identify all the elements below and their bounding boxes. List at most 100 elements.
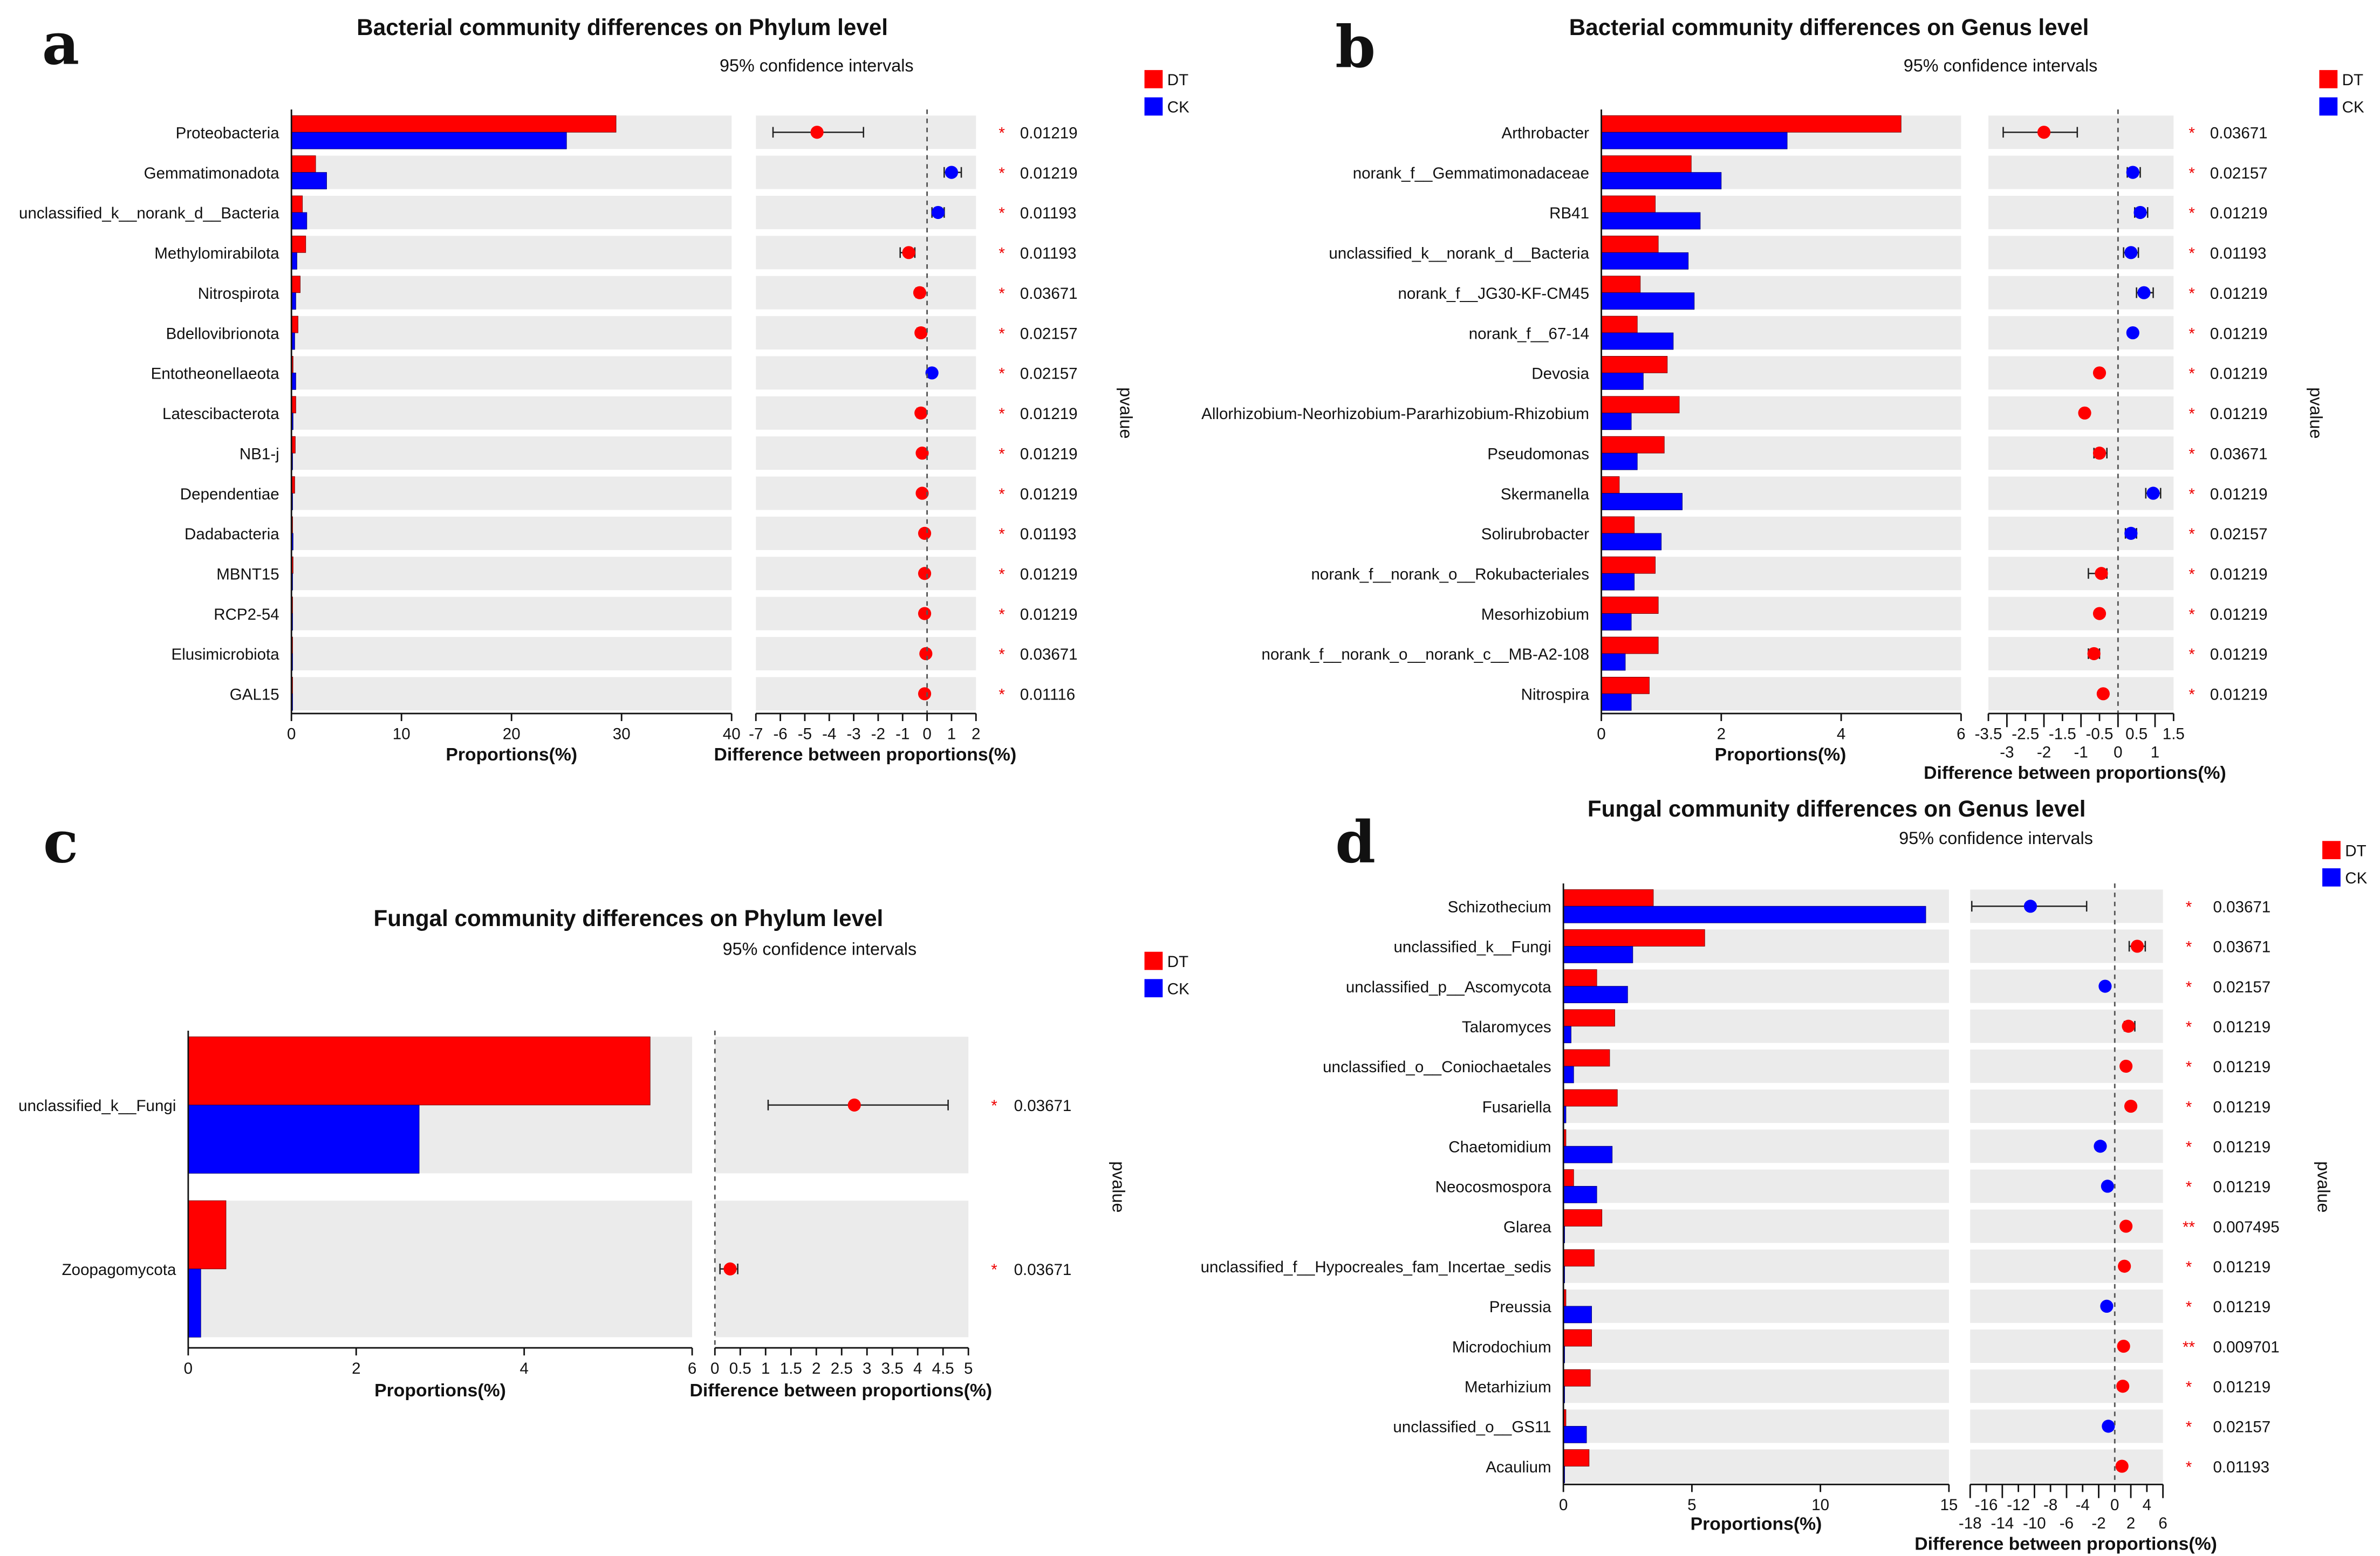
category-label: Dependentiae bbox=[180, 485, 279, 503]
row-band bbox=[1601, 637, 1961, 670]
category-row: unclassified_k__Fungi * 0.03671 bbox=[1393, 929, 2270, 963]
diff-x-tick-label: -2.5 bbox=[2012, 725, 2039, 743]
significance-star: * bbox=[998, 365, 1005, 383]
x-tick-label: 6 bbox=[1957, 725, 1965, 743]
bar-ck bbox=[1601, 332, 1674, 350]
bar-ck bbox=[1601, 693, 1632, 711]
panel-b: b Bacterial community differences on Genu… bbox=[1201, 13, 2364, 783]
row-band bbox=[291, 196, 732, 229]
difference-point bbox=[2096, 687, 2110, 701]
pvalue-text: 0.01193 bbox=[2210, 245, 2267, 263]
bar-ck bbox=[1601, 172, 1722, 189]
difference-point bbox=[2124, 246, 2138, 259]
significance-star: * bbox=[2188, 365, 2195, 383]
bar-ck bbox=[1563, 1146, 1613, 1163]
legend-swatch-ck bbox=[2322, 868, 2341, 887]
bar-ck bbox=[1601, 573, 1635, 591]
significance-star: * bbox=[2186, 978, 2192, 996]
category-row: Dependentiae * 0.01219 bbox=[180, 476, 1078, 510]
significance-star: * bbox=[2188, 124, 2195, 142]
category-label: unclassified_k__norank_d__Bacteria bbox=[19, 204, 279, 222]
diff-x-tick-label: -6 bbox=[2060, 1514, 2074, 1532]
diff-x-tick-label: -5 bbox=[798, 725, 812, 743]
pvalue-text: 0.01219 bbox=[1020, 405, 1078, 423]
pvalue-axis-label: pvalue bbox=[1117, 387, 1136, 438]
diff-row-band bbox=[756, 677, 976, 711]
difference-point bbox=[2087, 647, 2101, 661]
bar-ck bbox=[291, 212, 307, 230]
significance-star: ** bbox=[2183, 1218, 2195, 1236]
bar-dt bbox=[1563, 889, 1654, 907]
legend-label-dt: DT bbox=[1167, 953, 1188, 971]
legend-label-dt: DT bbox=[2345, 842, 2366, 860]
significance-star: * bbox=[2188, 325, 2195, 342]
diff-x-tick-label: -1 bbox=[895, 725, 909, 743]
bar-ck bbox=[1563, 1185, 1597, 1203]
bar-dt bbox=[1601, 556, 1656, 574]
significance-star: * bbox=[998, 565, 1005, 583]
difference-point bbox=[914, 406, 928, 420]
category-row: Nitrospirota * 0.03671 bbox=[198, 276, 1078, 310]
pvalue-text: 0.009701 bbox=[2213, 1338, 2279, 1356]
diff-x-tick-label: -12 bbox=[2007, 1496, 2030, 1514]
category-row: Dadabacteria * 0.01193 bbox=[184, 516, 1076, 551]
bar-dt bbox=[1601, 115, 1902, 133]
category-row: Neocosmospora * 0.01219 bbox=[1435, 1169, 2270, 1203]
bar-ck bbox=[1601, 653, 1626, 671]
category-label: norank_f__Gemmatimonadaceae bbox=[1353, 164, 1589, 182]
significance-star: * bbox=[2186, 1058, 2192, 1076]
panel-letter: a bbox=[42, 11, 79, 78]
category-label: RB41 bbox=[1549, 204, 1589, 222]
category-label: RCP2-54 bbox=[214, 606, 279, 623]
pvalue-text: 0.01219 bbox=[2210, 686, 2268, 704]
category-row: unclassified_o__GS11 * 0.02157 bbox=[1393, 1409, 2270, 1443]
diff-x-tick-label: 0 bbox=[710, 1360, 719, 1377]
row-band bbox=[291, 677, 732, 711]
difference-point bbox=[914, 326, 928, 340]
category-label: Chaetomidium bbox=[1448, 1138, 1551, 1156]
row-band bbox=[1601, 597, 1961, 630]
diff-x-tick-label: 0.5 bbox=[2125, 725, 2148, 743]
legend-swatch-dt bbox=[2319, 70, 2338, 88]
difference-point bbox=[915, 447, 929, 460]
legend-label-dt: DT bbox=[2342, 71, 2363, 89]
row-band bbox=[291, 396, 732, 430]
category-row: Glarea ** 0.007495 bbox=[1503, 1209, 2280, 1243]
row-band bbox=[1601, 677, 1961, 711]
diff-x-tick-label: 2 bbox=[972, 725, 980, 743]
diff-x-tick-label: -4 bbox=[2076, 1496, 2090, 1514]
category-row: Nitrospira * 0.01219 bbox=[1521, 676, 2268, 711]
category-row: unclassified_k__Fungi * 0.03671 bbox=[18, 1036, 1072, 1174]
row-band bbox=[1563, 1009, 1949, 1043]
difference-point bbox=[2124, 1099, 2138, 1113]
difference-point bbox=[919, 647, 933, 661]
pvalue-text: 0.01219 bbox=[2213, 1018, 2270, 1036]
chart-title: Bacterial community differences on Genus… bbox=[1569, 15, 2089, 40]
diff-row-band bbox=[756, 597, 976, 630]
pvalue-text: 0.01116 bbox=[1020, 686, 1075, 704]
category-label: Proteobacteria bbox=[176, 124, 280, 142]
pvalue-text: 0.01219 bbox=[1020, 565, 1078, 583]
category-label: norank_f__JG30-KF-CM45 bbox=[1398, 285, 1589, 303]
diff-row-band bbox=[715, 1201, 969, 1338]
diff-row-band bbox=[756, 316, 976, 350]
pvalue-text: 0.01219 bbox=[2210, 606, 2268, 623]
diff-x-tick-label: 0 bbox=[2110, 1496, 2119, 1514]
category-label: unclassified_o__GS11 bbox=[1393, 1418, 1551, 1436]
category-label: Preussia bbox=[1489, 1298, 1551, 1316]
pvalue-text: 0.03671 bbox=[2210, 445, 2268, 463]
pvalue-text: 0.03671 bbox=[1014, 1097, 1072, 1115]
pvalue-text: 0.03671 bbox=[2213, 899, 2270, 916]
difference-point bbox=[2102, 1420, 2115, 1433]
significance-star: * bbox=[998, 445, 1005, 463]
row-band bbox=[1563, 1289, 1949, 1323]
category-row: Microdochium ** 0.009701 bbox=[1452, 1329, 2280, 1363]
legend-swatch-ck bbox=[1144, 979, 1163, 998]
diff-x-tick-label: -3.5 bbox=[1975, 725, 2002, 743]
category-label: Mesorhizobium bbox=[1481, 606, 1589, 623]
pvalue-text: 0.01193 bbox=[2213, 1458, 2269, 1476]
bar-dt bbox=[1601, 235, 1659, 253]
significance-star: * bbox=[998, 686, 1005, 704]
legend-swatch-ck bbox=[2319, 97, 2338, 116]
row-band bbox=[291, 276, 732, 310]
